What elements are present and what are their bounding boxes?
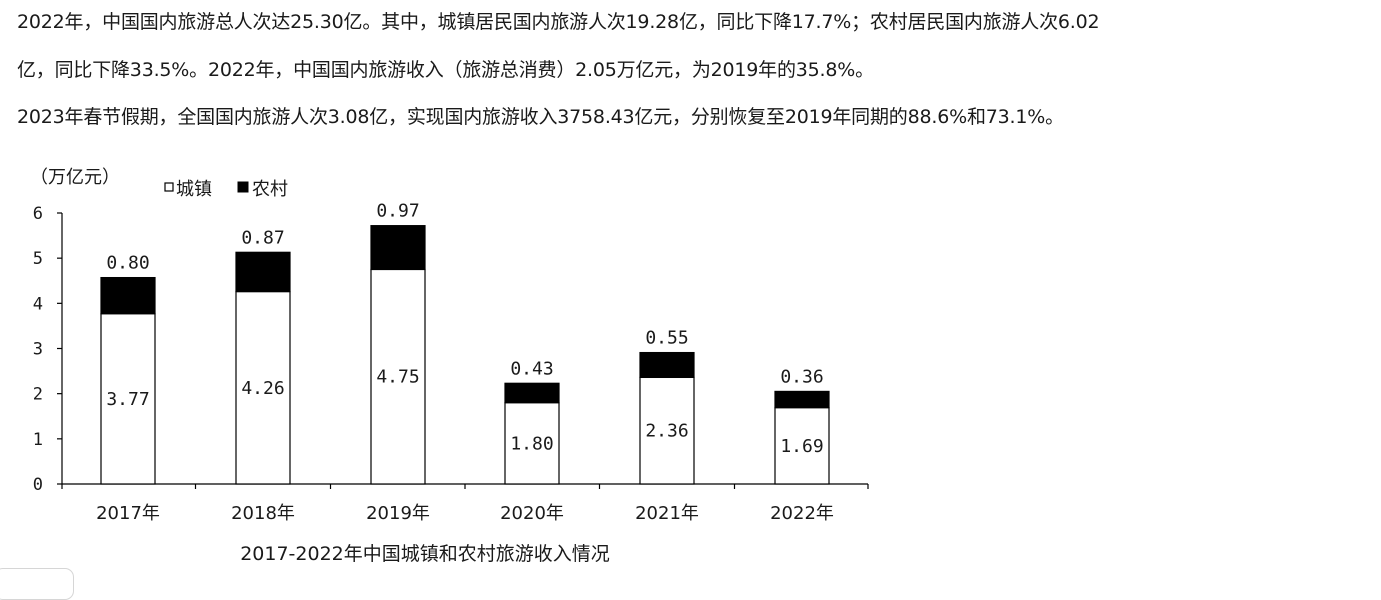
chart-legend: 城镇 农村 [164, 179, 288, 200]
paragraph-line-3: 2023年春节假期，全国国内旅游人次3.08亿，实现国内旅游收入3758.43亿… [17, 106, 1064, 128]
data-label-urban: 4.26 [241, 378, 284, 399]
x-tick-label: 2021年 [635, 503, 699, 524]
legend-label-rural: 农村 [252, 179, 288, 200]
bar-rural [504, 382, 560, 404]
chart-canvas: 3.77 0.80 4.26 0.87 4.75 0.97 1.80 0.43 2.36 0.55… [30, 167, 869, 565]
chart-tick-labels: 0 1 2 3 4 5 6 2017年 2018年 2019年 2020年 2021年 2022年 [33, 204, 834, 524]
paragraph-line-2: 亿，同比下降33.5%。2022年，中国国内旅游收入（旅游总消费）2.05万亿元… [17, 59, 874, 81]
bar-urban [235, 290, 291, 485]
y-tick-label: 3 [33, 340, 43, 360]
legend-marker-urban [164, 182, 174, 192]
paragraph-line-1: 2022年，中国国内旅游总人次达25.30亿。其中，城镇居民国内旅游人次19.2… [17, 11, 1100, 33]
y-tick-label: 6 [33, 204, 43, 224]
bar-rural [370, 225, 426, 271]
chart-data-labels: 3.77 0.80 4.26 0.87 4.75 0.97 1.80 0.43 2.36 0.55… [106, 201, 823, 457]
data-label-rural: 0.87 [241, 227, 284, 248]
bar-urban [639, 376, 695, 485]
data-label-urban: 1.80 [510, 433, 553, 454]
data-label-rural: 0.36 [780, 366, 823, 387]
corner-tab[interactable] [0, 568, 74, 600]
chart-unit-label: （万亿元） [30, 167, 120, 188]
bar-urban [504, 402, 560, 485]
bar-urban [100, 313, 156, 485]
data-label-rural: 0.97 [376, 201, 419, 222]
bar-urban [774, 407, 830, 485]
x-tick-label: 2022年 [770, 503, 834, 524]
data-label-urban: 2.36 [645, 421, 688, 442]
y-tick-label: 5 [33, 249, 43, 269]
chart-bars [100, 225, 830, 485]
y-tick-label: 1 [33, 430, 43, 450]
x-tick-label: 2017年 [96, 503, 160, 524]
data-label-rural: 0.80 [106, 253, 149, 274]
stacked-bar-chart: 3.77 0.80 4.26 0.87 4.75 0.97 1.80 0.43 2.36 0.55… [0, 150, 900, 586]
data-label-rural: 0.43 [510, 358, 553, 379]
bar-rural [235, 251, 291, 293]
y-tick-label: 4 [33, 294, 43, 314]
y-tick-label: 0 [33, 475, 43, 495]
chart-title: 2017-2022年中国城镇和农村旅游收入情况 [240, 543, 610, 565]
x-tick-label: 2018年 [231, 503, 295, 524]
bar-rural [774, 390, 830, 409]
bar-urban [370, 268, 426, 485]
legend-label-urban: 城镇 [176, 179, 212, 200]
data-label-urban: 4.75 [376, 367, 419, 388]
legend-marker-rural [237, 181, 249, 193]
bar-rural [639, 351, 695, 379]
bar-rural [100, 276, 156, 315]
x-tick-label: 2019年 [366, 503, 430, 524]
data-label-rural: 0.55 [645, 328, 688, 349]
y-tick-label: 2 [33, 385, 43, 405]
data-label-urban: 3.77 [106, 389, 149, 410]
data-label-urban: 1.69 [780, 436, 823, 457]
chart-axes [57, 212, 869, 489]
x-tick-label: 2020年 [500, 503, 564, 524]
